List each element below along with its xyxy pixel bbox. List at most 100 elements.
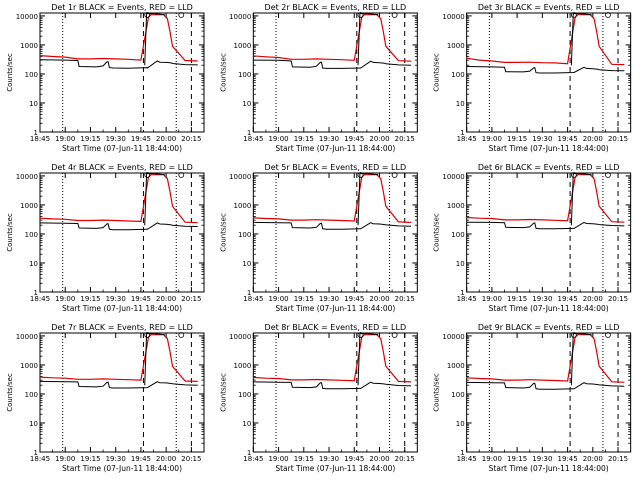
x-tick-label: 20:15 [181,135,201,143]
y-axis-label: Counts/sec [219,373,227,412]
x-tick-label: 19:00 [482,135,502,143]
y-tick-label: 100 [25,71,38,79]
marker-circle [605,332,611,338]
series-events-line [253,381,412,390]
panel-title: Det 1r BLACK = Events, RED = LLD [51,3,193,12]
y-tick-label: 10 [456,100,465,108]
marker-circle [178,332,185,338]
y-axis-label: Counts/sec [6,373,14,412]
x-tick-label: 19:00 [55,135,75,143]
x-tick-label: 19:00 [482,295,502,303]
x-tick-label: 19:00 [268,455,288,463]
x-tick-label: 20:15 [395,455,415,463]
x-tick-label: 19:45 [557,295,577,303]
marker-circle [357,12,364,18]
y-tick-label: 10000 [229,13,251,21]
y-tick-label: 1 [247,289,251,297]
detector-panel-7: Det 7r BLACK = Events, RED = LLD 1 10 100 10… [6,323,205,473]
detector-panel-4: Det 4r BLACK = Events, RED = LLD 1 10 100 10… [6,163,205,313]
series-events-line [39,59,198,69]
x-tick-label: 19:00 [55,295,75,303]
x-tick-label: 19:45 [557,135,577,143]
y-tick-label: 100 [451,71,464,79]
marker-circle [391,12,398,18]
plot-frame [39,172,205,293]
x-tick-label: 19:30 [532,455,552,463]
marker-circle [391,332,398,338]
x-axis-label: Start Time (07-Jun-11 18:44:00) [489,464,609,473]
x-axis-label: Start Time (07-Jun-11 18:44:00) [62,304,182,313]
y-axis-label: Counts/sec [433,213,441,252]
y-tick-label: 100 [238,391,251,399]
x-tick-label: 20:00 [583,135,603,143]
x-tick-label: 20:00 [156,135,176,143]
y-tick-label: 100 [25,231,38,239]
y-tick-label: 10000 [16,333,38,341]
panel-title: Det 3r BLACK = Events, RED = LLD [478,3,620,12]
x-tick-label: 20:15 [395,295,415,303]
x-tick-label: 18:45 [457,135,477,143]
y-tick-label: 1000 [447,42,465,50]
y-tick-label: 10000 [16,13,38,21]
y-tick-label: 10 [242,100,251,108]
x-axis-label: Start Time (07-Jun-11 18:44:00) [62,464,182,473]
x-tick-label: 20:15 [181,455,201,463]
x-tick-label: 19:00 [268,295,288,303]
y-tick-label: 100 [238,71,251,79]
marker-circle [144,12,151,18]
x-axis-label: Start Time (07-Jun-11 18:44:00) [275,464,395,473]
x-tick-label: 20:00 [369,455,389,463]
y-tick-label: 10000 [229,173,251,181]
series-lld-line [466,334,625,383]
detector-panel-8: Det 8r BLACK = Events, RED = LLD 1 10 100 10… [219,323,418,473]
x-tick-label: 20:15 [181,295,201,303]
y-tick-label: 10 [29,260,38,268]
x-tick-label: 18:45 [243,135,263,143]
y-tick-label: 10 [29,100,38,108]
y-axis-label: Counts/sec [219,53,227,92]
y-tick-label: 1000 [20,362,38,370]
y-tick-label: 1 [460,449,464,457]
plot-frame [252,12,418,133]
y-tick-label: 1000 [20,202,38,210]
series-events-spike [570,333,592,386]
panel-title: Det 7r BLACK = Events, RED = LLD [51,323,193,332]
x-tick-label: 19:45 [344,455,364,463]
x-tick-label: 19:45 [131,295,151,303]
panel-title: Det 4r BLACK = Events, RED = LLD [51,163,193,172]
detector-panel-2: Det 2r BLACK = Events, RED = LLD 1 10 100 10… [219,3,418,153]
x-tick-label: 19:15 [80,135,100,143]
y-tick-label: 1 [460,289,464,297]
detector-panel-9: Det 9r BLACK = Events, RED = LLD 1 10 100 10… [433,323,632,473]
plot-frame [252,332,418,453]
panel-title: Det 9r BLACK = Events, RED = LLD [478,323,620,332]
y-tick-label: 1000 [234,202,252,210]
x-tick-label: 20:00 [156,455,176,463]
series-events-spike [144,333,165,386]
series-lld-line [253,174,412,223]
series-events-line [466,221,625,230]
x-tick-label: 19:15 [294,455,314,463]
x-axis-label: Start Time (07-Jun-11 18:44:00) [275,304,395,313]
series-events-line [466,66,625,74]
plot-frame [466,172,632,293]
y-tick-label: 1000 [447,362,465,370]
plot-frame [39,332,205,453]
series-events-spike [570,173,592,226]
series-events-spike [144,173,165,226]
y-tick-label: 1000 [447,202,465,210]
y-tick-label: 1 [34,449,38,457]
series-events-line [253,59,412,69]
x-tick-label: 18:45 [457,295,477,303]
y-axis-label: Counts/sec [433,53,441,92]
y-tick-label: 10 [242,260,251,268]
marker-circle [178,172,185,178]
series-lld-line [253,14,412,62]
x-tick-label: 19:30 [532,135,552,143]
y-tick-label: 10 [456,260,465,268]
x-tick-label: 18:45 [30,135,50,143]
y-tick-label: 1 [460,129,464,137]
y-tick-label: 1000 [20,42,38,50]
series-events-line [253,221,412,230]
